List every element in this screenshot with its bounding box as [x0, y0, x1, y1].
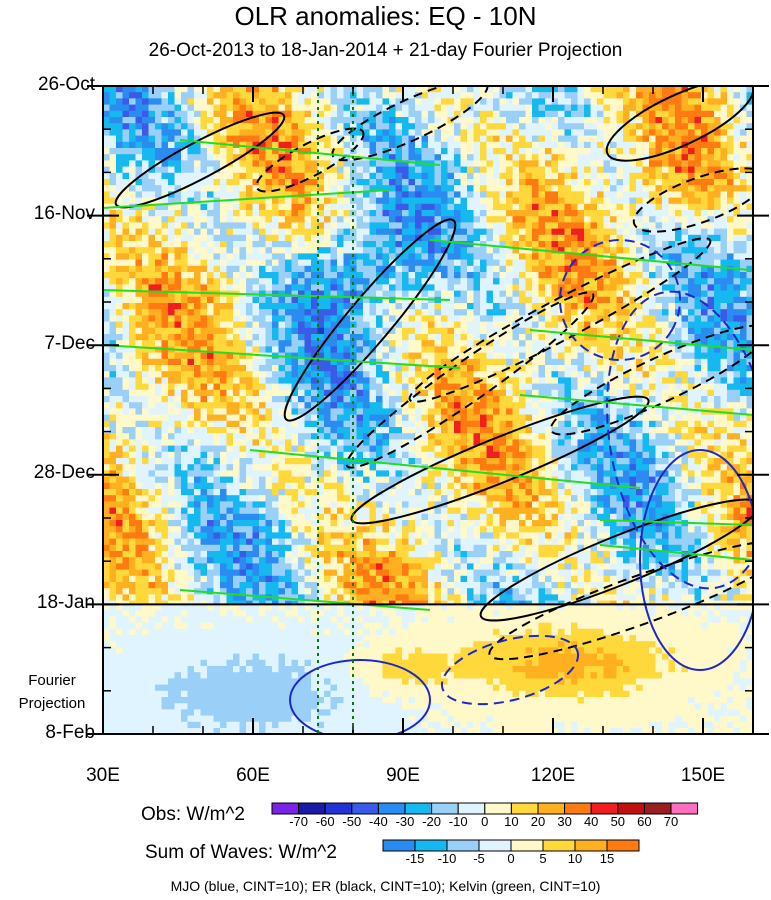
y-tick-label: 26-Oct	[37, 74, 95, 95]
kelvin-contour	[249, 449, 641, 489]
obs-colorbar-swatch	[617, 802, 645, 815]
waves-colorbar-label: -15	[405, 851, 425, 866]
er-contour	[479, 498, 753, 622]
x-tick-label: 30E	[86, 765, 120, 786]
waves-colorbar-label: 15	[599, 851, 615, 866]
obs-colorbar-label: 60	[637, 814, 652, 829]
olr-projection-field	[103, 604, 753, 734]
obs-colorbar-label: -60	[315, 814, 335, 829]
obs-colorbar-label: 10	[504, 814, 519, 829]
waves-colorbar-swatch	[606, 839, 640, 852]
er-contour	[549, 324, 753, 436]
obs-colorbar-swatch	[351, 802, 379, 815]
er-contour	[350, 395, 650, 525]
obs-colorbar-label: -50	[342, 814, 362, 829]
mjo-contour	[440, 634, 580, 706]
x-tick-label: 150E	[680, 765, 726, 786]
x-tick-label: 120E	[530, 765, 576, 786]
mjo-contour	[289, 659, 431, 734]
x-tick-label: 90E	[386, 765, 420, 786]
waves-colorbar-swatch	[414, 839, 448, 852]
obs-colorbar-swatch	[510, 802, 539, 815]
obs-colorbar-label: 0	[481, 814, 489, 829]
kelvin-contour	[179, 589, 431, 611]
x-tick-label: 60E	[236, 765, 270, 786]
waves-colorbar-swatch	[542, 839, 576, 852]
waves-colorbar-label: 5	[539, 851, 547, 866]
obs-colorbar-swatch	[298, 802, 326, 815]
plot-axes	[87, 85, 769, 735]
obs-colorbar-label: 50	[610, 814, 626, 829]
obs-colorbar-label: -20	[422, 814, 441, 829]
projection-label-line: Fourier	[28, 672, 76, 689]
y-tick-label: 7-Dec	[44, 333, 95, 354]
projection-label-line: Projection	[18, 695, 86, 712]
kelvin-contour	[519, 394, 753, 416]
kelvin-contour	[103, 344, 461, 369]
reference-lines	[317, 86, 354, 734]
er-contour	[632, 167, 753, 233]
obs-colorbar-swatch	[537, 802, 566, 815]
waves-colorbar-swatch	[478, 839, 512, 852]
colorbars	[271, 802, 699, 852]
obs-colorbar-label: 20	[530, 814, 546, 829]
waves-colorbar-label: -10	[437, 851, 457, 866]
obs-colorbar-label: -40	[368, 814, 388, 829]
obs-colorbar-label: -30	[395, 814, 415, 829]
obs-colorbar-label: 70	[663, 814, 679, 829]
obs-colorbar-swatch	[431, 802, 459, 815]
chart-subtitle: 26-Oct-2013 to 18-Jan-2014 + 21-day Four…	[148, 40, 623, 61]
mjo-contour	[639, 449, 753, 671]
plot-frame	[102, 85, 754, 735]
kelvin-contour	[103, 189, 391, 209]
kelvin-contour	[599, 519, 753, 526]
obs-colorbar-label: -10	[448, 814, 468, 829]
er-contour	[114, 111, 286, 209]
kelvin-contour	[179, 139, 441, 166]
waves-colorbar-swatch	[446, 839, 480, 852]
kelvin-contour	[103, 289, 451, 301]
y-tick-label: 18-Jan	[36, 592, 95, 613]
obs-colorbar-swatch	[324, 802, 353, 815]
obs-colorbar-swatch	[457, 802, 486, 815]
waves-colorbar-swatch	[382, 839, 416, 852]
obs-colorbar-swatch	[564, 802, 592, 815]
waves-colorbar-swatch	[510, 839, 544, 852]
er-contour	[345, 291, 595, 469]
obs-colorbar-swatch	[377, 802, 406, 815]
obs-colorbar-swatch	[271, 802, 300, 815]
contour-legend-footnote: MJO (blue, CINT=10); ER (black, CINT=10)…	[170, 878, 601, 894]
obs-colorbar-label: 40	[583, 814, 599, 829]
wave-contours	[103, 86, 753, 734]
er-contour	[255, 127, 365, 193]
obs-colorbar-swatch	[590, 802, 619, 815]
kelvin-contour	[599, 544, 753, 561]
chart-title: OLR anomalies: EQ - 10N	[234, 1, 537, 31]
obs-colorbar-label: -70	[289, 814, 308, 829]
obs-colorbar-swatch	[643, 802, 672, 815]
obs-colorbar-swatch	[404, 802, 433, 815]
mjo-contour	[606, 290, 753, 590]
y-tick-label: 8-Feb	[45, 722, 95, 743]
kelvin-contour	[529, 329, 753, 351]
y-tick-label: 28-Dec	[33, 462, 95, 483]
y-tick-label: 16-Nov	[33, 203, 95, 224]
waves-colorbar-label: -5	[473, 851, 485, 866]
er-contour	[408, 237, 712, 403]
mjo-contour	[559, 239, 681, 361]
kelvin-contour	[429, 239, 751, 271]
er-contour	[331, 86, 489, 162]
obs-colorbar-title: Obs: W/m^2	[141, 804, 245, 825]
waves-colorbar-title: Sum of Waves: W/m^2	[145, 842, 337, 863]
obs-colorbar-label: 30	[557, 814, 572, 829]
waves-colorbar-label: 10	[567, 851, 583, 866]
waves-colorbar-swatch	[574, 839, 608, 852]
waves-colorbar-label: 0	[507, 851, 515, 866]
obs-colorbar-swatch	[670, 802, 699, 815]
obs-colorbar-swatch	[484, 802, 512, 815]
